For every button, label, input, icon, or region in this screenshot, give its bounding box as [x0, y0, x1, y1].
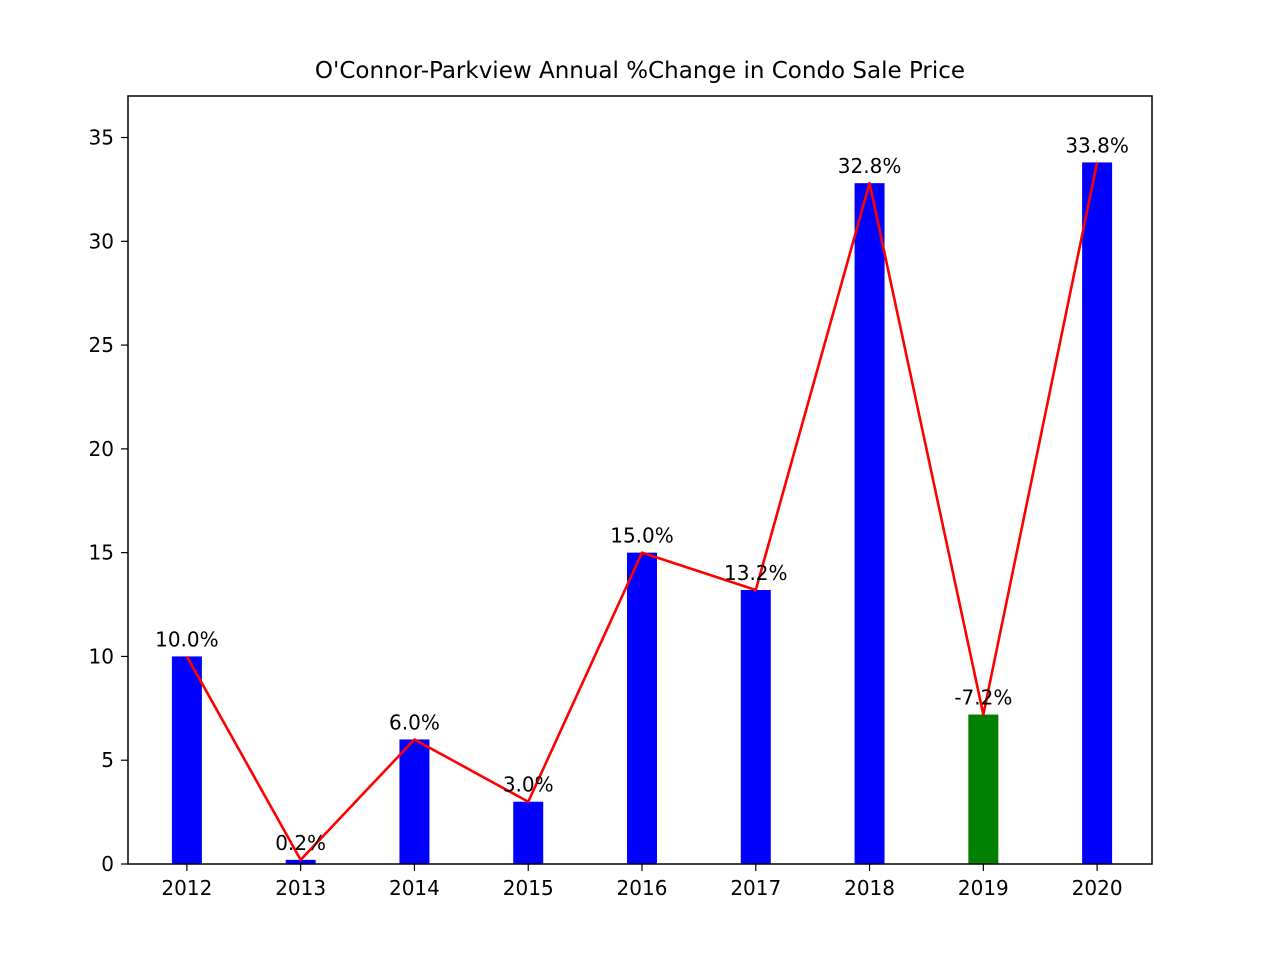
y-tick-label-25: 25 — [89, 333, 114, 357]
x-tick-label-2019: 2019 — [958, 876, 1009, 900]
y-tick-label-0: 0 — [101, 852, 114, 876]
x-tick-label-2014: 2014 — [389, 876, 440, 900]
y-tick-label-30: 30 — [89, 229, 114, 253]
y-tick-label-20: 20 — [89, 437, 114, 461]
y-tick-label-10: 10 — [89, 644, 114, 668]
y-tick-label-35: 35 — [89, 126, 114, 150]
bar-2012 — [171, 656, 202, 864]
y-tick-label-15: 15 — [89, 541, 114, 565]
value-label-2020: 33.8% — [1065, 133, 1129, 157]
value-label-2014: 6.0% — [389, 710, 440, 734]
x-tick-label-2012: 2012 — [161, 876, 212, 900]
x-tick-label-2018: 2018 — [844, 876, 895, 900]
x-tick-label-2013: 2013 — [275, 876, 326, 900]
value-label-2012: 10.0% — [155, 627, 219, 651]
value-label-2013: 0.2% — [275, 831, 326, 855]
y-tick-label-5: 5 — [101, 748, 114, 772]
value-labels-group: 10.0% 0.2% 6.0% 3.0% 15.0% 13.2% 32.8% -7.2% 33.… — [155, 133, 1129, 854]
trend-line-group — [185, 162, 1099, 862]
x-tick-label-2020: 2020 — [1072, 876, 1123, 900]
value-label-2019: -7.2% — [954, 686, 1012, 710]
bar-2013 — [285, 859, 316, 864]
bar-2015 — [513, 801, 544, 864]
bar-2020 — [1082, 162, 1113, 864]
chart-title: O'Connor-Parkview Annual %Change in Cond… — [315, 58, 965, 84]
bar-2018 — [854, 183, 885, 865]
value-label-2015: 3.0% — [503, 773, 554, 797]
y-axis: 0 5 10 15 20 25 30 35 — [89, 126, 128, 876]
bars-group — [171, 162, 1113, 865]
bar-2014 — [399, 739, 430, 864]
x-tick-label-2017: 2017 — [730, 876, 781, 900]
x-tick-label-2015: 2015 — [503, 876, 554, 900]
plot-frame — [127, 95, 1153, 865]
bar-2019 — [968, 714, 999, 864]
x-tick-label-2016: 2016 — [617, 876, 668, 900]
value-label-2016: 15.0% — [610, 524, 674, 548]
x-axis: 2012 2013 2014 2015 2016 2017 2018 2019 2020 — [161, 864, 1123, 900]
value-label-2018: 32.8% — [838, 154, 902, 178]
bar-2017 — [740, 590, 771, 864]
trend-line — [185, 162, 1099, 862]
bar-2016 — [627, 552, 657, 864]
value-label-2017: 13.2% — [724, 561, 788, 585]
